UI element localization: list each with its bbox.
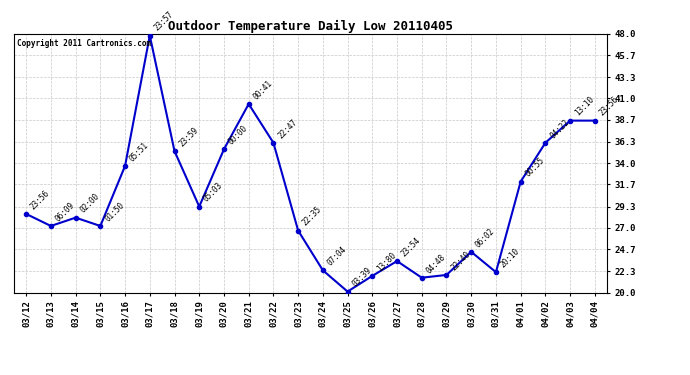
Text: 22:47: 22:47 — [276, 117, 299, 140]
Title: Outdoor Temperature Daily Low 20110405: Outdoor Temperature Daily Low 20110405 — [168, 20, 453, 33]
Text: 13:80: 13:80 — [375, 251, 398, 273]
Text: 13:10: 13:10 — [573, 95, 595, 118]
Text: 01:50: 01:50 — [103, 201, 126, 223]
Text: 00:41: 00:41 — [251, 78, 274, 101]
Text: 23:54: 23:54 — [400, 236, 422, 258]
Text: 23:59: 23:59 — [177, 126, 200, 148]
Text: 00:00: 00:00 — [227, 124, 250, 147]
Text: 22:35: 22:35 — [301, 205, 324, 228]
Text: 23:57: 23:57 — [152, 10, 175, 33]
Text: 23:56: 23:56 — [598, 95, 620, 118]
Text: 04:48: 04:48 — [424, 252, 447, 275]
Text: 04:22: 04:22 — [548, 117, 571, 140]
Text: 00:55: 00:55 — [524, 156, 546, 179]
Text: 05:03: 05:03 — [202, 181, 225, 204]
Text: 22:40: 22:40 — [449, 249, 472, 272]
Text: 06:02: 06:02 — [474, 226, 497, 249]
Text: Copyright 2011 Cartronics.com: Copyright 2011 Cartronics.com — [17, 39, 151, 48]
Text: 20:10: 20:10 — [499, 247, 522, 269]
Text: 03:39: 03:39 — [351, 266, 373, 289]
Text: 02:00: 02:00 — [79, 192, 101, 215]
Text: 05:51: 05:51 — [128, 140, 150, 163]
Text: 06:09: 06:09 — [54, 201, 77, 223]
Text: 07:04: 07:04 — [326, 245, 348, 267]
Text: 23:56: 23:56 — [29, 189, 52, 211]
